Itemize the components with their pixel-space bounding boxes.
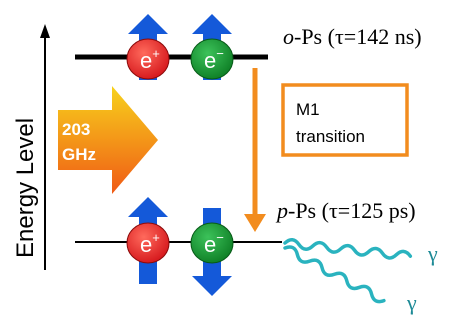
excitation-frequency-unit: GHz	[62, 145, 96, 164]
gamma-photon-2-wave	[283, 245, 386, 304]
m1-transition-arrowhead	[244, 214, 266, 232]
energy-axis-label: Energy Level	[12, 118, 39, 258]
excitation-203ghz-arrow	[58, 86, 158, 194]
gamma-photon-2-label: γ	[406, 290, 417, 315]
ortho-positron-label: e+	[140, 46, 160, 73]
para-positron-label: e+	[140, 230, 160, 257]
excitation-frequency-value: 203	[62, 120, 90, 139]
para-positron	[126, 222, 170, 264]
ortho-positron	[126, 38, 170, 80]
ortho-positronium-label: o-Ps (τ=142 ns)	[283, 24, 422, 49]
para-electron-label: e−	[204, 230, 224, 257]
gamma-photon-1-label: γ	[427, 241, 438, 266]
para-electron	[190, 222, 234, 264]
m1-transition-label-line2: transition	[296, 127, 365, 146]
para-positronium-label: p-Ps (τ=125 ps)	[275, 198, 416, 223]
m1-transition-label-line1: M1	[296, 100, 320, 119]
energy-axis-arrowhead	[40, 24, 50, 38]
ortho-electron-label: e−	[204, 46, 224, 73]
gamma-photon-1-wave	[283, 238, 413, 260]
m1-transition-box	[281, 83, 409, 157]
ortho-electron	[190, 38, 234, 80]
